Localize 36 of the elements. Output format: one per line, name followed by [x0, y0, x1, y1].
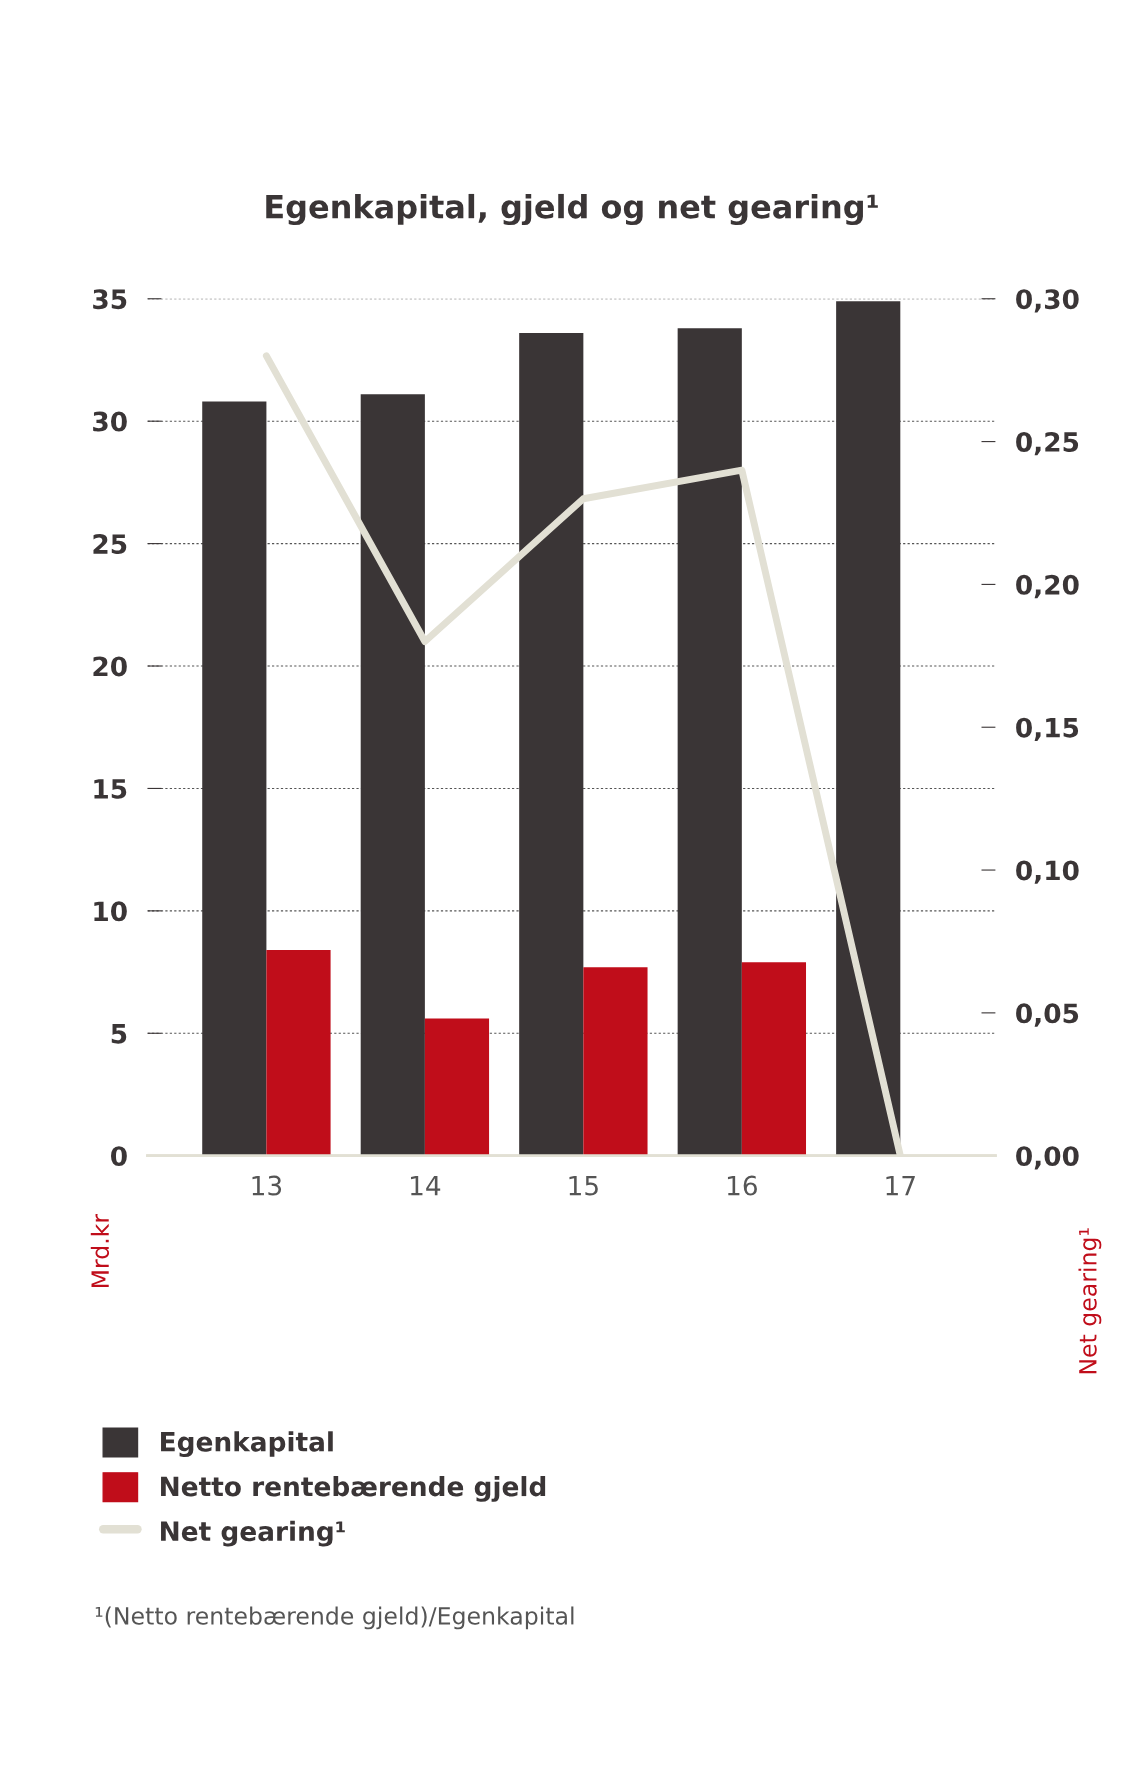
y2-tick-label: 0,20 — [1016, 574, 1079, 599]
y-tick-label: 0 — [111, 1146, 127, 1167]
y-tick-label: 5 — [111, 1024, 127, 1044]
y2-tick-label: 0,05 — [1016, 1003, 1079, 1027]
bar — [583, 967, 648, 1156]
y-tick-label: 10 — [94, 901, 127, 922]
x-tick-label: 14 — [410, 1175, 441, 1196]
y2-axis-title: Net gearing¹ — [1078, 1228, 1102, 1374]
bar — [741, 962, 807, 1156]
y2-tick-label: 0,25 — [1016, 432, 1079, 456]
y-tick-label: 20 — [93, 656, 127, 677]
y-tick-label: 15 — [94, 779, 127, 799]
bar — [266, 950, 331, 1156]
bar — [424, 1018, 490, 1156]
y2-tick-label: 0,10 — [1016, 860, 1079, 884]
legend-label: Egenkapital — [161, 1431, 333, 1458]
y-axis-title: Mrd.kr — [90, 1213, 110, 1288]
x-tick-label: 16 — [727, 1175, 757, 1196]
x-tick-label: 13 — [252, 1175, 282, 1196]
chart-title: Egenkapital, gjeld og net gearing¹ — [266, 193, 878, 226]
bar — [836, 301, 901, 1156]
bar — [519, 333, 584, 1156]
x-tick-label: 15 — [569, 1175, 598, 1196]
y-tick-label: 25 — [93, 534, 127, 554]
legend-label: Netto rentebærende gjeld — [161, 1476, 546, 1502]
bar — [202, 401, 267, 1156]
y2-tick-label: 0,00 — [1016, 1146, 1079, 1170]
y2-tick-label: 0,15 — [1016, 717, 1079, 741]
bar — [677, 328, 742, 1156]
y-tick-label: 35 — [93, 289, 127, 310]
text: ¹(Netto rentebærende gjeld)/Egenkapital — [95, 1606, 574, 1630]
legend-label: Net gearing¹ — [161, 1520, 345, 1547]
bar — [360, 394, 425, 1156]
y2-tick-label: 0,30 — [1016, 289, 1079, 313]
x-tick-label: 17 — [886, 1175, 915, 1196]
y-tick-label: 30 — [93, 411, 127, 432]
